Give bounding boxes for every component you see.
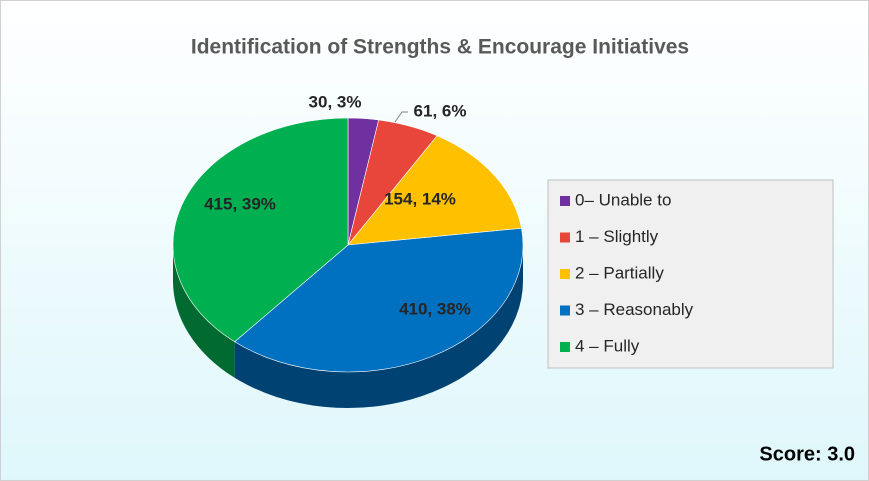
legend-label: 4 – Fully [575,336,640,355]
legend-box [547,179,834,369]
data-label: 415, 39% [204,194,276,213]
slice-side [173,245,235,378]
legend-label: 0– Unable to [575,190,671,209]
legend-swatch [560,342,570,352]
legend-label: 1 – Slightly [575,227,659,246]
data-label: 410, 38% [399,299,471,318]
pie-slice [172,117,349,343]
slice-side [234,245,523,408]
chart-title: Identification of Strengths & Encourage … [191,36,689,59]
leader-line [394,111,408,123]
data-label: 30, 3% [309,92,362,111]
data-label: 61, 6% [414,101,467,120]
legend-label: 2 – Partially [575,263,664,282]
legend-swatch [560,269,570,279]
legend-swatch [560,305,570,316]
pie-slice [347,135,522,246]
pie-slice [234,227,524,373]
legend-swatch [560,232,570,243]
legend-swatch [560,196,570,206]
score-annotation: Score: 3.0 [759,443,855,465]
legend-label: 3 – Reasonably [575,300,694,319]
data-label: 154, 14% [384,189,456,208]
